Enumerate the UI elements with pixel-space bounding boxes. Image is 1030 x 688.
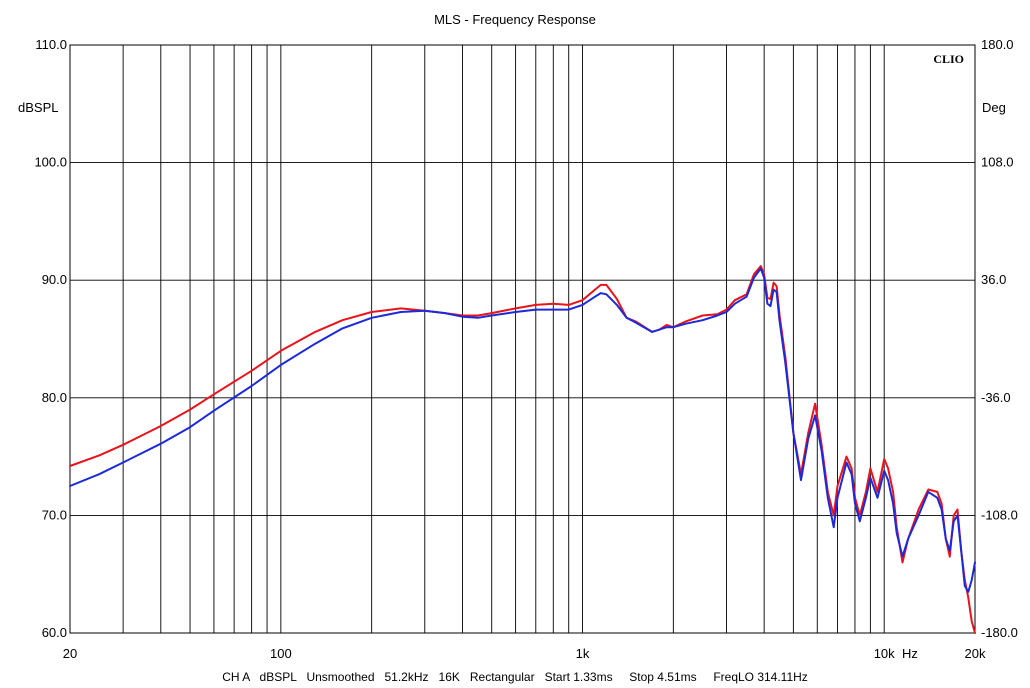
grid-lines (70, 45, 975, 633)
x-axis-ticks: 20 100 1k 10k 20k (63, 646, 986, 661)
y-tick-label-left: 80.0 (42, 390, 67, 405)
chart-title: MLS - Frequency Response (434, 12, 596, 27)
y-tick-label-left: 90.0 (42, 272, 67, 287)
y-tick-label-right: 36.0 (981, 272, 1006, 287)
y-tick-label-right: 108.0 (981, 155, 1014, 170)
y-tick-label-left: 70.0 (42, 507, 67, 522)
x-tick-label: 100 (270, 646, 292, 661)
left-axis-label: dBSPL (18, 100, 58, 115)
x-tick-label: 10k (874, 646, 895, 661)
right-axis-ticks: -180.0 -108.0 -36.0 36.0 108.0 180.0 (981, 37, 1018, 640)
y-tick-label-left: 60.0 (42, 625, 67, 640)
y-tick-label-left: 100.0 (34, 155, 67, 170)
y-tick-label-right: -180.0 (981, 625, 1018, 640)
x-tick-label: 20 (63, 646, 77, 661)
y-tick-label-left: 110.0 (35, 37, 67, 52)
plot-frame (69, 44, 976, 634)
series-lines (69, 265, 976, 634)
x-tick-label: 1k (576, 646, 590, 661)
y-tick-label-right: 180.0 (981, 37, 1014, 52)
y-tick-label-right: -36.0 (981, 390, 1011, 405)
footer-settings: CH A dBSPL Unsmoothed 51.2kHz 16K Rectan… (222, 670, 808, 684)
x-tick-label: 20k (965, 646, 986, 661)
series-line-2 (69, 267, 976, 593)
x-unit-label: Hz (902, 646, 918, 661)
y-tick-label-right: -108.0 (981, 507, 1018, 522)
right-axis-label: Deg (982, 100, 1006, 115)
clio-logo: CLIO (933, 52, 964, 66)
brand-box (922, 50, 968, 66)
left-axis-ticks: 60.0 70.0 80.0 90.0 100.0 110.0 (34, 37, 67, 640)
